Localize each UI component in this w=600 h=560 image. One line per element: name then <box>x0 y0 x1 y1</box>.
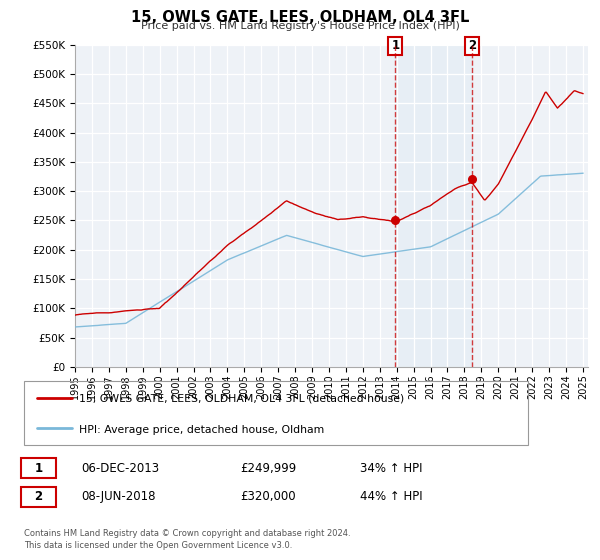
Text: 08-JUN-2018: 08-JUN-2018 <box>81 491 155 503</box>
FancyBboxPatch shape <box>21 459 56 478</box>
Text: 15, OWLS GATE, LEES, OLDHAM, OL4 3FL: 15, OWLS GATE, LEES, OLDHAM, OL4 3FL <box>131 10 469 25</box>
Text: 06-DEC-2013: 06-DEC-2013 <box>81 461 159 475</box>
Bar <box>395 45 472 367</box>
Text: 1: 1 <box>391 39 400 53</box>
Text: 44% ↑ HPI: 44% ↑ HPI <box>360 491 422 503</box>
Text: 15, OWLS GATE, LEES, OLDHAM, OL4 3FL (detached house): 15, OWLS GATE, LEES, OLDHAM, OL4 3FL (de… <box>79 394 404 404</box>
Text: 2: 2 <box>468 39 476 53</box>
Text: 1: 1 <box>34 461 43 475</box>
Text: £320,000: £320,000 <box>240 491 296 503</box>
Text: 34% ↑ HPI: 34% ↑ HPI <box>360 461 422 475</box>
Text: Price paid vs. HM Land Registry's House Price Index (HPI): Price paid vs. HM Land Registry's House … <box>140 21 460 31</box>
Text: £249,999: £249,999 <box>240 461 296 475</box>
FancyBboxPatch shape <box>21 487 56 507</box>
Text: HPI: Average price, detached house, Oldham: HPI: Average price, detached house, Oldh… <box>79 424 325 435</box>
Text: Contains HM Land Registry data © Crown copyright and database right 2024.
This d: Contains HM Land Registry data © Crown c… <box>24 529 350 550</box>
Text: 2: 2 <box>34 491 43 503</box>
